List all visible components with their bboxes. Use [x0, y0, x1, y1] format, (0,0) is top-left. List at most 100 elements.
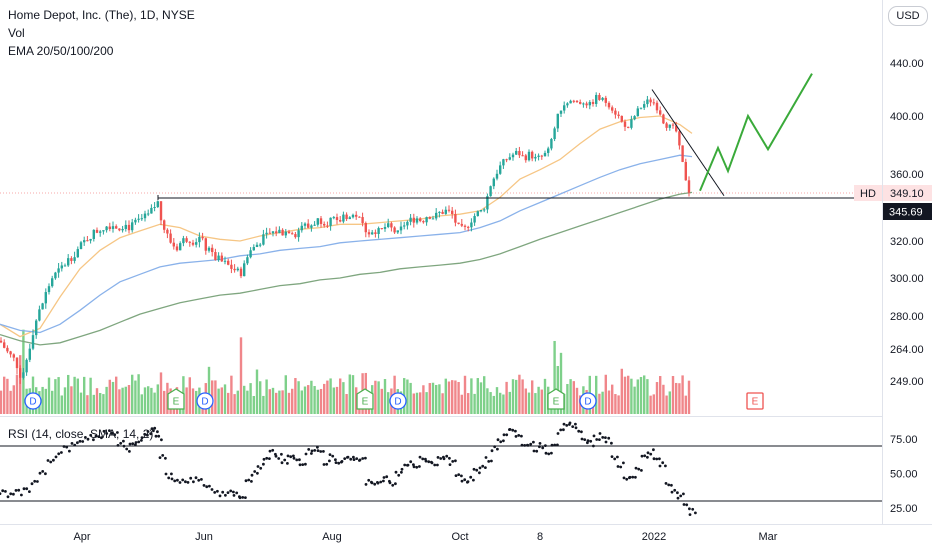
rsi-point — [221, 490, 225, 494]
badge-label: D — [29, 397, 36, 408]
rsi-point — [286, 454, 290, 458]
rsi-point — [598, 432, 602, 435]
rsi-point — [310, 449, 314, 453]
volume-bar — [639, 376, 643, 414]
time-axis[interactable]: Apr Jun Aug Oct 8 2022 Mar — [73, 531, 777, 543]
candle-body — [419, 218, 422, 222]
volume-bar — [492, 395, 495, 414]
earnings-badge[interactable]: E — [356, 388, 374, 410]
volume-bar — [127, 385, 131, 414]
earnings-badge[interactable]: E — [547, 388, 565, 410]
dividend-badge[interactable]: D — [196, 392, 214, 410]
rsi-point — [289, 455, 293, 459]
candle-body — [156, 201, 159, 208]
volume-bar — [70, 386, 73, 414]
rsi-point — [152, 429, 155, 433]
rsi-point — [361, 457, 365, 460]
candle-body — [265, 232, 268, 235]
volume-bar — [95, 388, 99, 414]
rsi-point — [194, 476, 198, 480]
rsi-point — [544, 444, 547, 447]
candle-body — [681, 145, 684, 162]
currency-button[interactable]: USD — [888, 6, 928, 26]
rsi-point — [373, 482, 377, 486]
rsi-tick-label: 50.00 — [890, 469, 918, 481]
candle-body — [521, 155, 524, 157]
rsi-point — [256, 471, 259, 475]
earnings-badge[interactable]: E — [167, 388, 185, 410]
rsi-point — [556, 432, 560, 435]
rsi-point — [241, 496, 245, 499]
price-axis[interactable]: 440.00 400.00 360.00 320.00 300.00 280.00 264.… — [890, 58, 924, 515]
rsi-point — [134, 441, 138, 444]
rsi-point — [197, 478, 201, 482]
candle-body — [454, 214, 457, 223]
price-tick-label: 264.00 — [890, 344, 924, 356]
price-tick-label: 400.00 — [890, 111, 924, 123]
candle-body — [137, 218, 140, 220]
candle-body — [390, 223, 393, 228]
rsi-point — [496, 447, 499, 451]
rsi-point — [167, 476, 171, 480]
rsi-point — [355, 457, 359, 460]
volume-bar — [79, 392, 83, 414]
rsi-point — [334, 461, 338, 464]
rsi-point — [337, 461, 341, 465]
rsi-point — [637, 467, 641, 471]
time-tick-label: Mar — [759, 531, 778, 543]
candle-body — [499, 165, 502, 174]
candle-body — [627, 126, 630, 128]
candle-body — [163, 220, 166, 230]
rsi-point — [604, 440, 608, 444]
candle-body — [502, 159, 505, 166]
rsi-point — [262, 457, 266, 461]
dividend-badge[interactable]: D — [579, 392, 597, 410]
candle-body — [566, 103, 569, 106]
hd-tag-value: 349.10 — [890, 188, 924, 200]
dividend-badge[interactable]: D — [389, 392, 407, 410]
rsi-point — [30, 482, 34, 486]
rsi-point — [153, 426, 157, 430]
volume-bar — [435, 384, 438, 414]
candle-body — [678, 131, 681, 146]
candle-body — [367, 232, 371, 235]
rsi-point — [490, 449, 494, 453]
rsi-point — [277, 457, 281, 460]
candle-body — [527, 151, 531, 161]
future-earnings-badge[interactable]: E — [746, 392, 764, 410]
rsi-point — [679, 494, 683, 498]
dividend-icon — [24, 392, 42, 410]
rsi-point — [28, 490, 31, 493]
volume-bar — [275, 392, 278, 414]
volume-bar — [0, 390, 3, 414]
volume-bar — [300, 390, 303, 414]
candle-body — [255, 244, 259, 248]
rsi-point — [125, 447, 129, 451]
drawings[interactable] — [157, 73, 882, 200]
candle-body — [35, 320, 38, 336]
rsi-point — [156, 430, 159, 434]
rsi-point — [0, 492, 2, 495]
candle-body — [316, 218, 319, 225]
rsi-point — [44, 472, 47, 476]
rsi-point — [622, 476, 626, 480]
candle-body — [575, 100, 579, 103]
dividend-badge[interactable]: D — [24, 392, 42, 410]
rsi-point — [310, 452, 313, 455]
candle-body — [649, 99, 652, 103]
rsi-point — [676, 491, 679, 495]
volume-bar — [188, 377, 191, 414]
rsi-point — [469, 475, 473, 479]
dividend-icon — [196, 392, 214, 410]
volume-bar — [649, 395, 652, 414]
rsi-point — [340, 460, 344, 463]
candle-body — [201, 236, 204, 239]
rsi-point — [478, 471, 481, 475]
rsi-point — [105, 432, 109, 435]
rsi-point — [38, 471, 42, 475]
rsi-legend: RSI (14, close, SMA, 14, 2) — [8, 427, 154, 441]
candle-body — [188, 241, 191, 243]
rsi-point — [352, 455, 355, 459]
